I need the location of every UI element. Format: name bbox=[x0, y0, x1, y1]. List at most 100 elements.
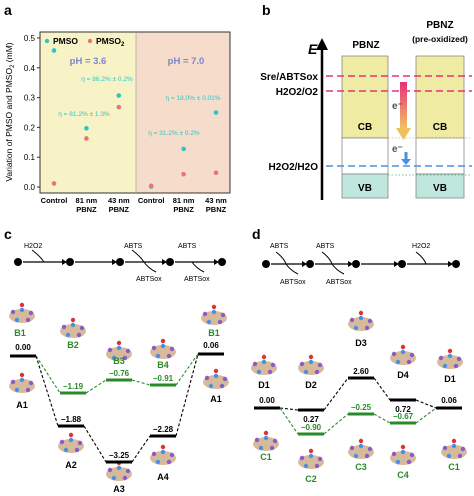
state-label: A1 bbox=[16, 400, 28, 410]
scheme-curve-out bbox=[331, 263, 345, 275]
scheme-curve-in bbox=[321, 251, 333, 265]
column-subtitle-oxidized: (pre-oxidized) bbox=[412, 34, 468, 44]
region-ph36-bg bbox=[40, 32, 136, 193]
scheme-node bbox=[398, 260, 406, 268]
level-label-abts: ABTSre/ABTSox bbox=[260, 72, 318, 83]
panel-letter-b: b bbox=[262, 2, 271, 18]
scheme-label-abtsox: ABTSox bbox=[326, 279, 352, 286]
scheme-label-abts: ABTS bbox=[270, 243, 289, 250]
molecule-structure-d-8 bbox=[390, 444, 416, 465]
panel-letter-a: a bbox=[4, 2, 12, 18]
scheme-arrow-head bbox=[62, 259, 67, 265]
state-label: D3 bbox=[355, 338, 367, 348]
y-tick-label: 0.0 bbox=[24, 183, 36, 192]
energy-label: −0.91 bbox=[153, 374, 174, 383]
scheme-arrow-head bbox=[214, 259, 219, 265]
molecule-structure-d-4 bbox=[437, 348, 463, 369]
x-category-label: 81 nm PBNZ bbox=[173, 196, 195, 214]
point-pmso2-2 bbox=[116, 104, 122, 110]
molecule-structure-c-6 bbox=[58, 432, 84, 453]
y-tick-label: 0.2 bbox=[24, 123, 36, 132]
point-pmso2-4 bbox=[181, 171, 186, 177]
level-label-h2o2-o2: H2O2/O2 bbox=[276, 87, 319, 98]
molecule-structure-c-4 bbox=[201, 304, 227, 325]
region-label-ph70: pH = 7.0 bbox=[168, 56, 205, 67]
state-label: A2 bbox=[65, 460, 77, 470]
scheme-label-abtsox: ABTSox bbox=[184, 276, 210, 283]
scheme-label-abts: ABTS bbox=[124, 243, 143, 250]
electron-transfer-arrow-head bbox=[396, 128, 411, 140]
energy-label: 0.72 bbox=[395, 405, 411, 414]
scheme-node bbox=[452, 260, 460, 268]
point-pmso2-5 bbox=[213, 170, 219, 176]
scheme-arrow-head bbox=[448, 261, 453, 267]
energy-label: −1.88 bbox=[61, 415, 82, 424]
scheme-curve-out bbox=[191, 261, 205, 273]
panel-letter-d: d bbox=[252, 226, 261, 242]
plot-frame bbox=[39, 31, 231, 194]
molecule-structure-d-6 bbox=[298, 448, 324, 469]
energy-label: −0.25 bbox=[351, 403, 372, 412]
molecule-structure-d-5 bbox=[253, 430, 279, 451]
molecule-structure-d-1 bbox=[298, 354, 324, 375]
scheme-node bbox=[306, 260, 314, 268]
scheme-node bbox=[262, 260, 270, 268]
legend-label-pmso: PMSO bbox=[53, 36, 78, 46]
energy-label: −3.25 bbox=[109, 451, 130, 460]
scheme-arrow-head bbox=[302, 261, 307, 267]
y-tick-label: 0.3 bbox=[24, 94, 36, 103]
scheme-node bbox=[218, 258, 226, 266]
y-tick-label: 0.1 bbox=[24, 153, 36, 162]
band-diagram: E PBNZ PBNZ (pre-oxidized) CB CB VB VB A… bbox=[260, 20, 472, 200]
molecule-structure-c-0 bbox=[9, 302, 35, 323]
gap-band-oxidized bbox=[415, 137, 465, 175]
electron-label-2: e⁻ bbox=[392, 144, 403, 155]
state-label: D1 bbox=[444, 374, 456, 384]
point-pmso-0 bbox=[51, 48, 57, 53]
state-label: D1 bbox=[258, 380, 270, 390]
vb-label-oxidized: VB bbox=[433, 183, 447, 194]
electron-transfer-arrow-shaft bbox=[400, 82, 407, 128]
vb-label-pbnz: VB bbox=[358, 183, 372, 194]
molecule-structure-d-0 bbox=[251, 354, 277, 375]
point-pmso-2 bbox=[116, 93, 122, 98]
scatter-chart: Variation of PMSO and PMSO2 (mM) pH = 3.… bbox=[4, 31, 231, 214]
scheme-arrow-head bbox=[348, 261, 353, 267]
x-category-label: Control bbox=[138, 196, 165, 205]
scheme-curve-in bbox=[31, 249, 45, 263]
state-label-green: B2 bbox=[67, 340, 79, 350]
molecule-structure-c-7 bbox=[106, 460, 132, 481]
energy-axis-label: E bbox=[308, 41, 318, 57]
molecule-structure-d-9 bbox=[441, 438, 467, 459]
state-label-green: B4 bbox=[157, 360, 169, 370]
scheme-curve-in bbox=[415, 251, 427, 265]
scheme-label-abtsox: ABTSox bbox=[136, 276, 162, 283]
annotation-eta-2: η = 81.2% ± 1.3% bbox=[58, 111, 110, 118]
column-title-pbnz: PBNZ bbox=[352, 40, 379, 51]
point-pmso-1 bbox=[84, 126, 89, 131]
cb-band-pbnz bbox=[341, 55, 389, 139]
path-black bbox=[279, 377, 437, 411]
state-label: A1 bbox=[210, 394, 222, 404]
scheme-arrow-head bbox=[162, 259, 167, 265]
state-label-green-b3: B3 bbox=[113, 356, 125, 366]
energy-label: 0.00 bbox=[259, 396, 275, 405]
region-label-ph36: pH = 3.6 bbox=[70, 56, 107, 67]
electron-transfer-arrow-2-head bbox=[401, 159, 411, 165]
energy-label: −0.67 bbox=[393, 412, 414, 421]
point-pmso2-3 bbox=[148, 183, 154, 189]
path-green bbox=[35, 353, 199, 394]
y-tick-label: 0.5 bbox=[24, 34, 36, 43]
point-pmso-5 bbox=[213, 110, 219, 115]
energy-label: −0.76 bbox=[109, 369, 130, 378]
state-label-green: B1 bbox=[208, 328, 220, 338]
molecule-structure-d-2 bbox=[348, 310, 374, 331]
gap-band-pbnz bbox=[341, 137, 389, 175]
energy-label: 0.27 bbox=[303, 415, 319, 424]
legend-marker-pmso2 bbox=[87, 38, 93, 44]
vb-band-oxidized bbox=[415, 173, 465, 199]
state-label: D4 bbox=[397, 370, 409, 380]
scheme-node bbox=[166, 258, 174, 266]
state-label: A4 bbox=[157, 472, 169, 482]
state-label-green: C3 bbox=[355, 462, 367, 472]
